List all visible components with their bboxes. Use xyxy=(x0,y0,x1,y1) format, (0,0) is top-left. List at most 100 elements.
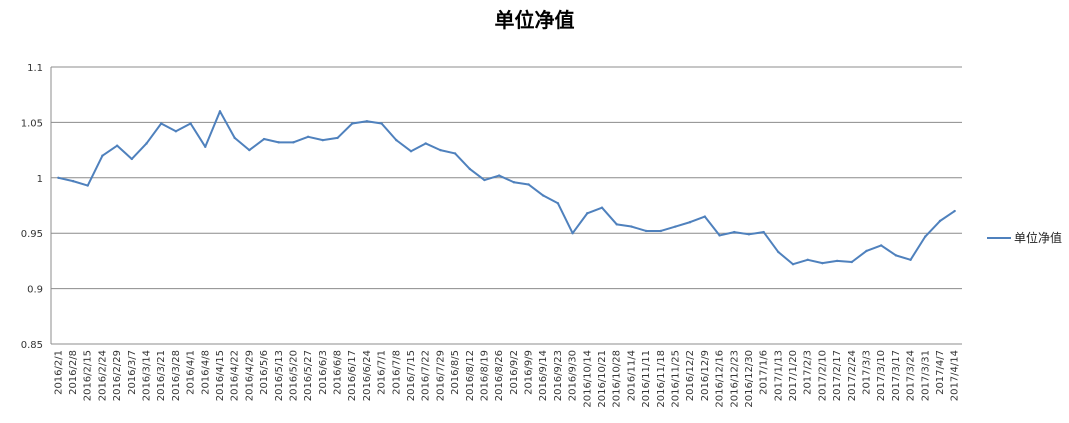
data-point xyxy=(71,179,75,183)
data-point xyxy=(586,212,589,215)
data-point xyxy=(248,148,251,152)
x-tick-label: 2016/11/4 xyxy=(626,350,637,401)
data-point xyxy=(262,137,266,141)
x-tick-label: 2016/10/21 xyxy=(597,350,608,408)
x-tick-label: 2016/7/1 xyxy=(377,350,388,395)
plot-area xyxy=(57,110,956,266)
data-point xyxy=(395,138,398,142)
data-point xyxy=(424,142,427,145)
data-point xyxy=(762,230,765,234)
x-tick-label: 2016/4/29 xyxy=(244,350,255,401)
data-point xyxy=(145,142,148,145)
data-point xyxy=(733,230,736,234)
data-point xyxy=(688,220,692,224)
x-tick-label: 2017/1/13 xyxy=(773,350,784,401)
x-tick-label: 2017/2/17 xyxy=(832,350,843,401)
data-point xyxy=(777,250,780,254)
y-tick-label: 1.05 xyxy=(21,118,43,129)
x-tick-label: 2016/9/30 xyxy=(568,350,579,401)
x-tick-label: 2016/4/8 xyxy=(200,350,211,395)
x-tick-label: 2017/3/17 xyxy=(891,350,902,401)
x-tick-label: 2016/7/22 xyxy=(421,350,432,401)
y-tick-label: 1.1 xyxy=(27,63,43,74)
data-point xyxy=(879,244,883,247)
x-tick-label: 2016/9/23 xyxy=(553,350,564,401)
data-point xyxy=(806,258,809,261)
x-tick-label: 2016/6/3 xyxy=(318,350,329,395)
x-tick-label: 2016/5/6 xyxy=(259,350,270,395)
x-tick-label: 2016/8/12 xyxy=(465,350,476,401)
data-point xyxy=(174,130,178,133)
data-point xyxy=(409,150,413,153)
x-tick-label: 2017/2/10 xyxy=(817,350,828,401)
x-tick-label: 2017/4/7 xyxy=(935,350,946,395)
x-tick-label: 2016/3/7 xyxy=(127,350,138,395)
data-point xyxy=(542,194,545,197)
data-point xyxy=(909,258,912,261)
data-point xyxy=(850,260,853,264)
data-point xyxy=(924,235,927,238)
x-tick-label: 2016/9/14 xyxy=(538,350,549,401)
data-point xyxy=(130,157,134,161)
series-line xyxy=(58,110,956,266)
x-tick-label: 2017/3/10 xyxy=(876,350,887,401)
x-tick-label: 2016/8/26 xyxy=(494,350,505,401)
data-point xyxy=(233,136,236,140)
x-tick-label: 2016/4/1 xyxy=(186,350,197,395)
data-point xyxy=(101,154,104,157)
data-point xyxy=(86,184,89,187)
x-tick-label: 2016/6/24 xyxy=(362,350,373,401)
x-tick-label: 2016/7/15 xyxy=(406,350,417,401)
data-point xyxy=(615,223,618,226)
x-tick-label: 2016/9/9 xyxy=(524,350,535,395)
x-tick-label: 2017/2/3 xyxy=(803,350,814,395)
x-tick-label: 2016/3/14 xyxy=(142,350,153,401)
data-point xyxy=(336,136,339,140)
x-tick-label: 2016/11/25 xyxy=(670,350,681,408)
x-tick-label: 2016/4/15 xyxy=(215,350,226,401)
data-point xyxy=(674,225,677,228)
data-point xyxy=(821,261,824,265)
data-point xyxy=(439,148,442,152)
x-tick-label: 2016/12/23 xyxy=(729,350,740,408)
x-tick-label: 2016/9/2 xyxy=(509,350,520,395)
data-point xyxy=(527,183,530,186)
data-point xyxy=(115,144,119,147)
data-point xyxy=(218,110,222,113)
x-tick-label: 2017/1/20 xyxy=(788,350,799,401)
data-point xyxy=(659,229,662,233)
y-tick-label: 0.95 xyxy=(21,229,43,240)
gridlines xyxy=(51,66,962,345)
x-tick-label: 2017/3/31 xyxy=(920,350,931,401)
data-point xyxy=(791,263,795,266)
data-point xyxy=(497,174,501,177)
y-tick-label: 0.9 xyxy=(27,285,43,296)
x-tick-label: 2016/2/8 xyxy=(68,350,79,395)
x-tick-label: 2016/11/18 xyxy=(656,350,667,408)
legend-label: 单位净值 xyxy=(1014,230,1062,245)
data-point xyxy=(600,206,604,209)
x-tick-label: 2016/7/29 xyxy=(435,350,446,401)
x-axis: 2016/2/1 2016/2/8 2016/2/15 2016/2/24 2016/2… xyxy=(53,350,960,408)
x-tick-label: 2016/10/28 xyxy=(612,350,623,408)
x-tick-label: 2016/12/30 xyxy=(744,350,755,408)
data-point xyxy=(468,167,471,171)
x-tick-label: 2016/10/14 xyxy=(582,350,593,408)
x-tick-label: 2016/8/19 xyxy=(479,350,490,401)
data-point xyxy=(556,202,560,205)
data-point xyxy=(380,122,383,125)
data-point xyxy=(865,249,868,253)
x-tick-label: 2016/3/21 xyxy=(156,350,167,401)
x-tick-label: 2016/2/15 xyxy=(83,350,94,401)
x-tick-label: 2016/12/9 xyxy=(700,350,711,401)
y-tick-label: 0.85 xyxy=(21,340,43,351)
data-point xyxy=(644,229,648,233)
data-point xyxy=(835,259,839,263)
data-point xyxy=(189,122,192,125)
x-tick-label: 2017/4/14 xyxy=(950,350,961,401)
data-point xyxy=(277,141,280,144)
x-tick-label: 2016/2/29 xyxy=(112,350,123,401)
data-point xyxy=(365,120,369,123)
data-point xyxy=(630,225,633,228)
